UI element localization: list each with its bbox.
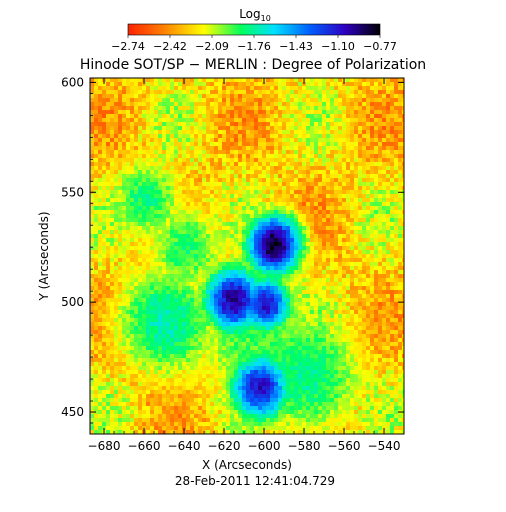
x-tick-label: −560 bbox=[328, 439, 361, 453]
colorbar-tick-label: −0.77 bbox=[363, 40, 397, 53]
y-tick-label: 450 bbox=[61, 405, 84, 419]
colorbar-tick-label: −2.74 bbox=[111, 40, 145, 53]
colorbar-tick-label: −1.10 bbox=[321, 40, 355, 53]
plot-frame bbox=[89, 77, 405, 435]
chart-title: Hinode SOT/SP − MERLIN : Degree of Polar… bbox=[80, 57, 426, 73]
x-tick-label: −680 bbox=[88, 439, 121, 453]
colorbar-tick-label: −1.76 bbox=[237, 40, 271, 53]
y-tick-label: 500 bbox=[61, 295, 84, 309]
x-axis-label: X (Arcseconds) bbox=[202, 458, 292, 472]
x-tick-label: −640 bbox=[168, 439, 201, 453]
y-tick-label: 600 bbox=[61, 75, 84, 89]
colorbar-tick-label: −2.42 bbox=[153, 40, 187, 53]
y-axis-label: Y (Arcseconds) bbox=[37, 211, 51, 301]
x-tick-label: −660 bbox=[128, 439, 161, 453]
colorbar-label: Log10 bbox=[239, 7, 271, 23]
colorbar-tick-label: −2.09 bbox=[195, 40, 229, 53]
timestamp: 28-Feb-2011 12:41:04.729 bbox=[175, 474, 335, 488]
plot-axes: −680 −660 −640 −620 −600 −580 −560 −540 450 500 55… bbox=[61, 75, 405, 453]
polarization-heatmap bbox=[90, 78, 404, 434]
colorbar bbox=[127, 23, 381, 36]
colorbar-tick-label: −1.43 bbox=[279, 40, 313, 53]
x-tick-label: −600 bbox=[248, 439, 281, 453]
x-tick-label: −540 bbox=[368, 439, 401, 453]
x-tick-label: −620 bbox=[208, 439, 241, 453]
y-tick-label: 550 bbox=[61, 185, 84, 199]
x-tick-label: −580 bbox=[288, 439, 321, 453]
colorbar-tick-labels: −2.74 −2.42 −2.09 −1.76 −1.43 −1.10 −0.77 bbox=[111, 35, 397, 53]
